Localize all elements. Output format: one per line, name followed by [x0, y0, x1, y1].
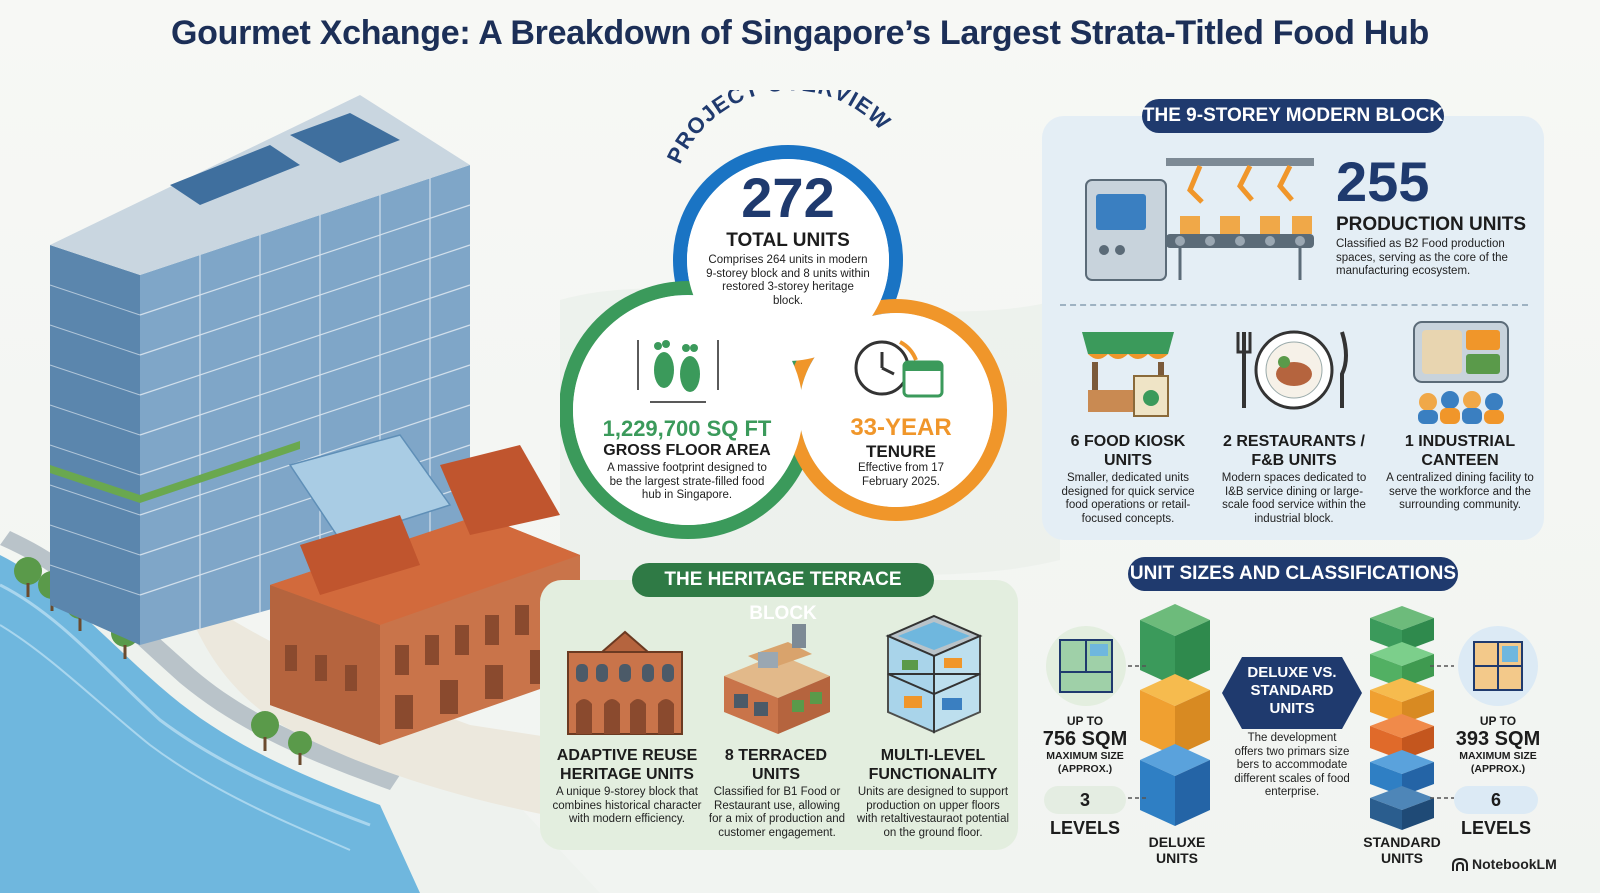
floor-area-desc: A massive footprint designed to be the l…: [607, 462, 767, 501]
standard-levels: 6 LEVELS: [1454, 786, 1538, 838]
tenure-label: TENURE: [866, 442, 936, 461]
deluxe-size-note: MAXIMUM SIZE (APPROX.): [1046, 750, 1124, 775]
connector-lines: [1128, 665, 1454, 799]
standard-size-note: MAXIMUM SIZE (APPROX.): [1459, 750, 1537, 775]
deluxe-floorplan-icon: [1046, 626, 1126, 706]
unit-sizes-header: UNIT SIZES AND CLASSIFICATIONS: [1128, 557, 1458, 591]
versus-arrow-badge: [1222, 657, 1362, 729]
multi-level-label: MULTI-LEVEL FUNCTIONALITY: [868, 747, 998, 783]
heritage-block-header: THE HERITAGE TERRACE BLOCK: [632, 563, 934, 624]
production-units-desc: Classified as B2 Food production spaces,…: [1336, 238, 1508, 277]
standard-size: 393 SQM: [1455, 728, 1541, 750]
restaurants-label: 2 RESTAURANTS / F&B UNITS: [1223, 433, 1365, 469]
total-units-label: TOTAL UNITS: [726, 230, 850, 251]
footprints-icon: [637, 340, 719, 403]
tenure-desc: Effective from 17 February 2025.: [857, 462, 945, 488]
terraced-units-icon: [724, 624, 830, 734]
deluxe-size: 756 SQM: [1042, 728, 1128, 750]
total-units-desc: Comprises 264 units in modern 9-storey b…: [706, 254, 870, 307]
restaurants-desc: Modern spaces dedicated to I&B service d…: [1221, 472, 1367, 525]
food-kiosk-desc: Smaller, dedicated units designed for qu…: [1061, 472, 1195, 525]
restaurant-plate-icon: [1236, 330, 1348, 410]
versus-label: DELUXE VS. STANDARD UNITS: [1247, 664, 1337, 717]
canteen-desc: A centralized dining facility to serve t…: [1386, 472, 1534, 511]
production-units-label: PRODUCTION UNITS: [1336, 214, 1526, 235]
production-units-value: 255: [1336, 150, 1430, 213]
versus-desc: The development offers two primars size …: [1234, 732, 1350, 798]
floor-area-label: GROSS FLOOR AREA: [603, 442, 771, 459]
total-units-value: 272: [741, 166, 835, 229]
production-line-icon: [1085, 158, 1314, 281]
standard-floorplan-icon: [1458, 626, 1538, 706]
food-kiosk-label: 6 FOOD KIOSK UNITS: [1070, 433, 1186, 469]
standard-name: STANDARD UNITS: [1363, 834, 1441, 866]
notebooklm-logo: NotebookLM: [1452, 856, 1592, 876]
deluxe-name: DELUXE UNITS: [1148, 834, 1206, 866]
floor-area-value: 1,229,700 SQ FT: [602, 416, 772, 441]
multi-level-icon: [885, 614, 983, 734]
terraced-units-desc: Classified for B1 Food or Restaurant use…: [708, 786, 846, 839]
building-illustration: [0, 95, 600, 893]
notebooklm-label: NotebookLM: [1472, 856, 1557, 872]
deluxe-stack-icon: [1140, 604, 1210, 826]
notebooklm-icon: [1452, 858, 1468, 871]
modern-divider: [1060, 304, 1528, 306]
canteen-tray-icon: [1413, 321, 1509, 424]
deluxe-levels: 3 LEVELS: [1044, 786, 1126, 838]
standard-upto: UP TO: [1479, 714, 1517, 728]
modern-block-header: THE 9-STOREY MODERN BLOCK: [1142, 99, 1444, 133]
canteen-label: 1 INDUSTRIAL CANTEEN: [1404, 433, 1516, 469]
deluxe-upto: UP TO: [1066, 714, 1104, 728]
heritage-building-icon: [567, 630, 683, 735]
overview-rings: PROJECT OVERVIEW: [560, 90, 1007, 539]
adaptive-reuse-label: ADAPTIVE REUSE HERITAGE UNITS: [556, 747, 698, 783]
terraced-units-label: 8 TERRACED UNITS: [724, 747, 828, 783]
standard-stack-icon: [1370, 606, 1434, 830]
adaptive-reuse-desc: A unique 9-storey block that combines hi…: [552, 786, 702, 825]
tenure-value: 33-YEAR: [850, 414, 952, 441]
multi-level-desc: Units are designed to support production…: [856, 786, 1010, 839]
page-title: Gourmet Xchange: A Breakdown of Singapor…: [171, 14, 1429, 52]
food-kiosk-icon: [1082, 332, 1174, 417]
clock-calendar-icon: [854, 340, 944, 398]
